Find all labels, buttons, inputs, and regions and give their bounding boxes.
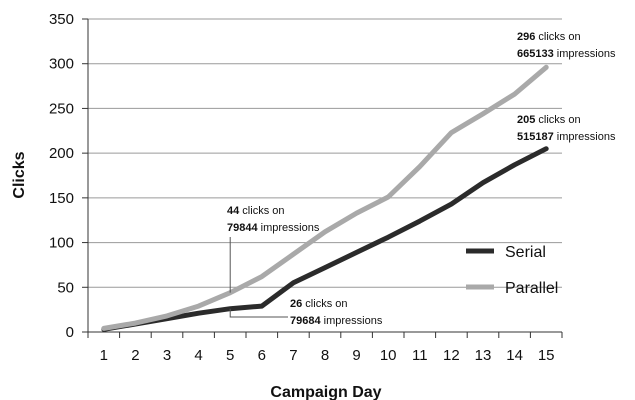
x-tick-label-5: 5 xyxy=(226,347,234,364)
x-axis-title: Campaign Day xyxy=(270,384,381,400)
annotations: 296 clicks on 665133 impressions 205 click… xyxy=(227,31,616,327)
annotation-1-impressions: 665133 impressions xyxy=(517,48,616,60)
y-tick-label-50: 50 xyxy=(57,279,74,296)
annotation-1-impressions-value: 665133 xyxy=(517,48,554,60)
x-tick-labels: 1 2 3 4 5 6 7 8 9 10 11 12 13 14 15 xyxy=(100,347,555,364)
annotation-3-impressions-text: impressions xyxy=(258,222,320,234)
x-tick-label-6: 6 xyxy=(258,347,266,364)
y-axis-title: Clicks xyxy=(11,151,28,198)
y-tick-label-0: 0 xyxy=(66,324,74,341)
legend-label-serial: Serial xyxy=(505,244,546,261)
y-tick-label-100: 100 xyxy=(49,235,74,252)
x-tick-label-1: 1 xyxy=(100,347,108,364)
y-tick-label-150: 150 xyxy=(49,190,74,207)
annotation-1-clicks: 296 clicks on xyxy=(517,31,581,43)
annotation-2-impressions-value: 515187 xyxy=(517,131,554,143)
x-tick-label-9: 9 xyxy=(352,347,360,364)
x-tick-label-2: 2 xyxy=(131,347,139,364)
series-lines xyxy=(101,64,549,332)
y-tick-labels: 0 50 100 150 200 250 300 350 xyxy=(49,11,74,341)
annotation-1-clicks-value: 296 xyxy=(517,31,535,43)
x-tick-label-14: 14 xyxy=(506,347,523,364)
x-tick-label-11: 11 xyxy=(412,347,428,364)
annotation-3-impressions-value: 79844 xyxy=(227,222,258,234)
annotation-3-clicks-text: clicks on xyxy=(239,205,284,217)
annotation-3-impressions: 79844 impressions xyxy=(227,222,320,234)
x-tick-label-8: 8 xyxy=(321,347,329,364)
x-tick-label-12: 12 xyxy=(443,347,460,364)
gridlines xyxy=(88,18,562,288)
annotation-4-clicks-value: 26 xyxy=(290,298,302,310)
annotation-4-leader xyxy=(229,308,288,318)
y-tick-label-300: 300 xyxy=(49,56,74,73)
annotation-4-impressions: 79684 impressions xyxy=(290,315,383,327)
annotation-4-impressions-text: impressions xyxy=(321,315,383,327)
legend: Serial Parallel xyxy=(466,244,558,297)
x-tick-label-4: 4 xyxy=(194,347,202,364)
annotation-4-impressions-value: 79684 xyxy=(290,315,321,327)
x-tick-label-3: 3 xyxy=(163,347,171,364)
x-tick-label-13: 13 xyxy=(475,347,492,364)
y-tick-label-350: 350 xyxy=(49,11,74,28)
series-line-parallel xyxy=(101,64,549,331)
x-tick-label-10: 10 xyxy=(380,347,397,364)
x-tick-label-7: 7 xyxy=(289,347,297,364)
annotation-4-clicks: 26 clicks on xyxy=(290,298,348,310)
annotation-1-impressions-text: impressions xyxy=(554,48,616,60)
annotation-1-clicks-text: clicks on xyxy=(535,31,580,43)
annotation-3-clicks-value: 44 xyxy=(227,205,240,217)
annotation-2-impressions: 515187 impressions xyxy=(517,131,616,143)
annotation-2-clicks-text: clicks on xyxy=(535,114,580,126)
y-tick-label-200: 200 xyxy=(49,145,74,162)
annotation-2-clicks: 205 clicks on xyxy=(517,114,581,126)
axes xyxy=(82,18,563,338)
series-line-serial xyxy=(101,146,549,332)
legend-label-parallel: Parallel xyxy=(505,280,558,297)
annotation-2-clicks-value: 205 xyxy=(517,114,535,126)
annotation-2-impressions-text: impressions xyxy=(554,131,616,143)
x-tick-label-15: 15 xyxy=(538,347,555,364)
y-tick-label-250: 250 xyxy=(49,100,74,117)
annotation-4-clicks-text: clicks on xyxy=(302,298,347,310)
annotation-3-clicks: 44 clicks on xyxy=(227,205,285,217)
